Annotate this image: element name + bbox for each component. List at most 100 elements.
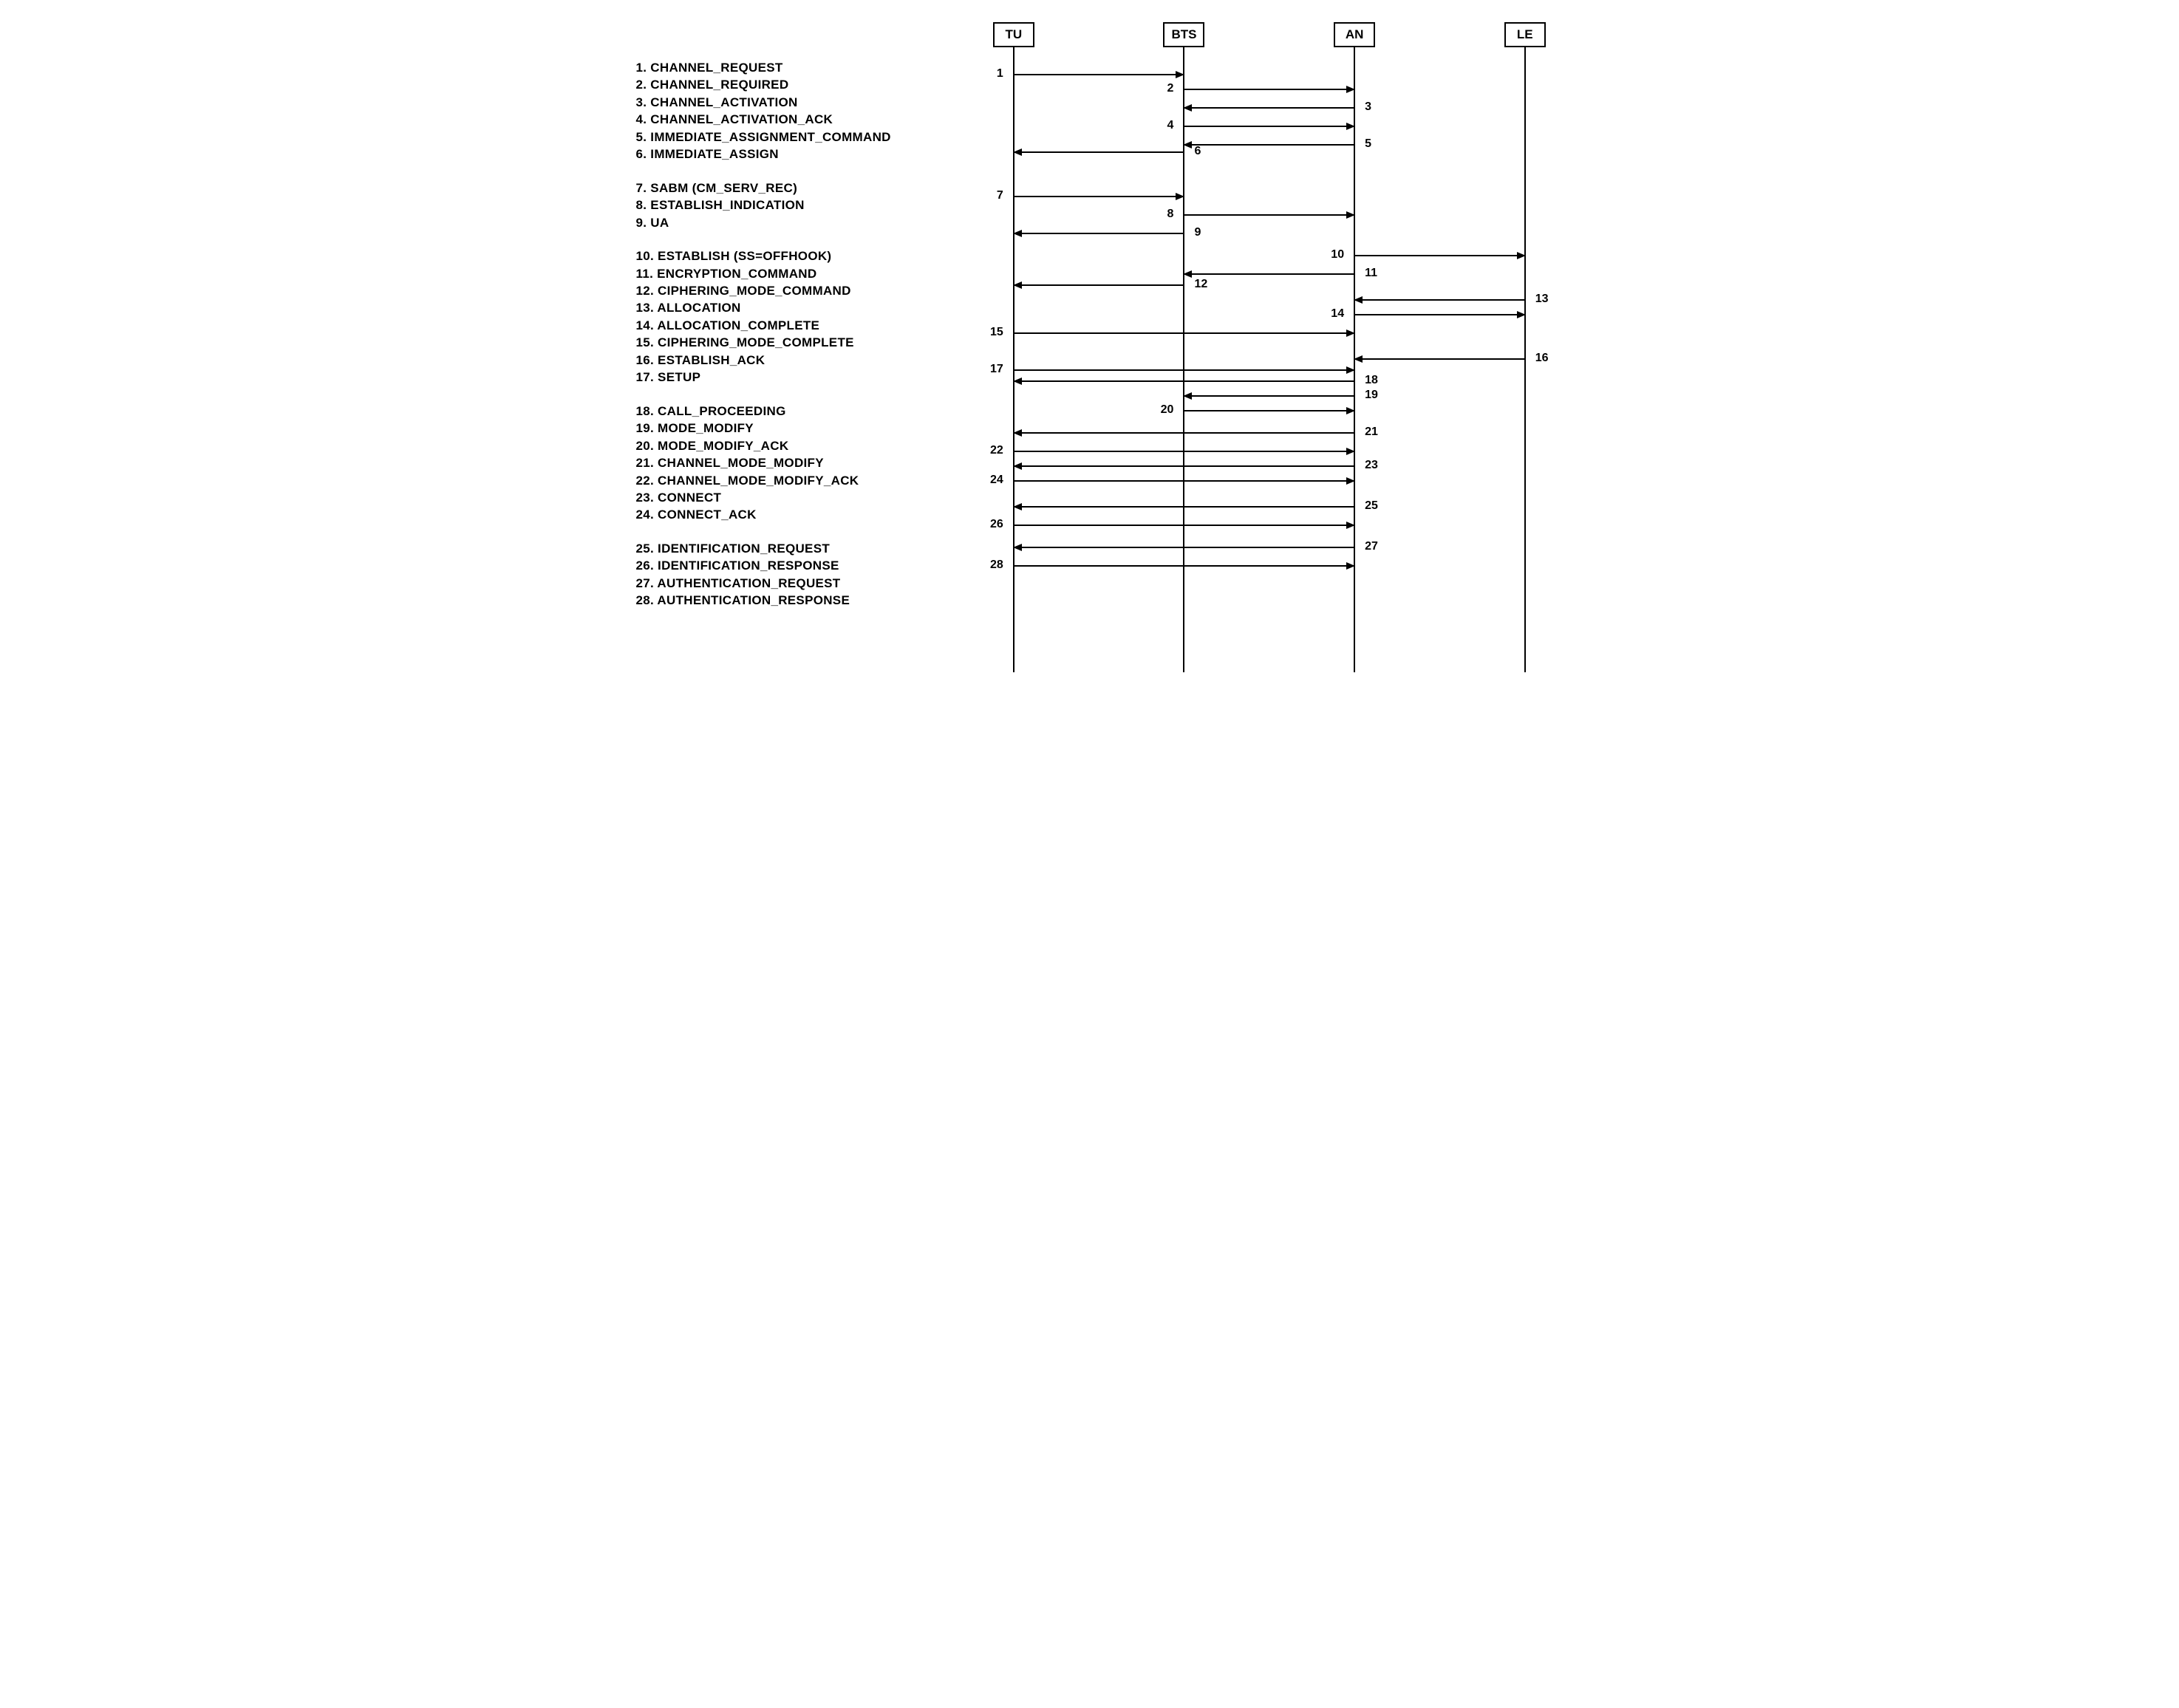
arrow-head-icon (1013, 230, 1022, 237)
message-number: 16 (1535, 352, 1549, 365)
message-number: 9 (1194, 226, 1201, 239)
message-arrow (1184, 107, 1354, 109)
message-arrow (1184, 395, 1354, 397)
message-arrow (1354, 358, 1525, 360)
message-number: 6 (1194, 145, 1201, 158)
arrow-head-icon (1346, 86, 1355, 93)
lifeline-line-le (1524, 47, 1526, 672)
message-number: 23 (1365, 459, 1378, 472)
arrow-head-icon (1183, 141, 1192, 148)
message-arrow (1184, 273, 1354, 275)
arrow-head-icon (1176, 193, 1184, 200)
legend-item: 18. CALL_PROCEEDING (636, 403, 980, 420)
legend-item: 13. ALLOCATION (636, 299, 980, 316)
legend-item: 9. UA (636, 214, 980, 231)
arrow-head-icon (1346, 211, 1355, 219)
message-number: 11 (1365, 267, 1377, 280)
legend-item: 11. ENCRYPTION_COMMAND (636, 265, 980, 282)
arrow-head-icon (1346, 329, 1355, 337)
message-arrow (1014, 332, 1354, 334)
message-arrow (1014, 432, 1354, 434)
message-arrow (1014, 380, 1354, 382)
message-number: 1 (997, 67, 1003, 81)
message-arrow (1354, 314, 1525, 315)
message-number: 13 (1535, 293, 1549, 306)
message-arrow (1184, 144, 1354, 146)
message-arrow (1014, 151, 1184, 153)
arrow-head-icon (1346, 562, 1355, 570)
legend-item: 22. CHANNEL_MODE_MODIFY_ACK (636, 472, 980, 489)
legend-item: 8. ESTABLISH_INDICATION (636, 197, 980, 214)
message-number: 18 (1365, 374, 1378, 387)
legend-item: 14. ALLOCATION_COMPLETE (636, 317, 980, 334)
lifeline-header-bts: BTS (1163, 22, 1204, 47)
message-arrow (1014, 547, 1354, 548)
arrow-head-icon (1346, 448, 1355, 455)
message-number: 5 (1365, 137, 1371, 151)
message-number: 15 (990, 326, 1003, 339)
arrow-head-icon (1013, 429, 1022, 437)
message-arrow (1014, 525, 1354, 526)
message-number: 8 (1167, 208, 1174, 221)
message-arrow (1014, 196, 1184, 197)
legend-item: 17. SETUP (636, 369, 980, 386)
arrow-head-icon (1346, 522, 1355, 529)
legend-item: 15. CIPHERING_MODE_COMPLETE (636, 334, 980, 351)
legend-item: 6. IMMEDIATE_ASSIGN (636, 146, 980, 163)
arrow-head-icon (1517, 311, 1526, 318)
message-arrow (1354, 255, 1525, 256)
arrow-head-icon (1346, 123, 1355, 130)
lifeline-header-tu: TU (993, 22, 1034, 47)
message-arrow (1014, 369, 1354, 371)
lifeline-header-an: AN (1334, 22, 1375, 47)
message-number: 19 (1365, 389, 1378, 402)
message-arrow (1354, 299, 1525, 301)
arrow-head-icon (1346, 477, 1355, 485)
message-arrow (1014, 565, 1354, 567)
legend-item: 1. CHANNEL_REQUEST (636, 59, 980, 76)
legend-item: 19. MODE_MODIFY (636, 420, 980, 437)
message-arrow (1184, 410, 1354, 411)
legend-item: 27. AUTHENTICATION_REQUEST (636, 575, 980, 592)
message-arrow (1014, 506, 1354, 508)
message-number: 28 (990, 558, 1003, 572)
arrow-head-icon (1183, 104, 1192, 112)
arrow-head-icon (1013, 462, 1022, 470)
arrow-head-icon (1354, 296, 1363, 304)
legend-item: 20. MODE_MODIFY_ACK (636, 437, 980, 454)
legend-item: 24. CONNECT_ACK (636, 506, 980, 523)
message-number: 12 (1194, 278, 1207, 291)
legend-group: 18. CALL_PROCEEDING19. MODE_MODIFY20. MO… (636, 403, 980, 524)
arrow-head-icon (1013, 281, 1022, 289)
arrow-head-icon (1183, 270, 1192, 278)
page: 1. CHANNEL_REQUEST2. CHANNEL_REQUIRED3. … (617, 0, 1563, 702)
message-arrow (1014, 284, 1184, 286)
arrow-head-icon (1183, 392, 1192, 400)
arrow-head-icon (1013, 544, 1022, 551)
arrow-head-icon (1013, 503, 1022, 510)
message-arrow (1184, 126, 1354, 127)
lifeline-line-tu (1013, 47, 1015, 672)
legend-item: 28. AUTHENTICATION_RESPONSE (636, 592, 980, 609)
sequence-diagram: TUBTSANLE1234567891011121314151617181920… (980, 22, 1548, 672)
legend-item: 10. ESTABLISH (SS=OFFHOOK) (636, 247, 980, 264)
arrow-head-icon (1346, 366, 1355, 374)
legend-item: 4. CHANNEL_ACTIVATION_ACK (636, 111, 980, 128)
legend-item: 5. IMMEDIATE_ASSIGNMENT_COMMAND (636, 129, 980, 146)
legend-item: 25. IDENTIFICATION_REQUEST (636, 540, 980, 557)
arrow-head-icon (1346, 407, 1355, 414)
message-number: 27 (1365, 540, 1378, 553)
message-number: 14 (1331, 307, 1344, 321)
arrow-head-icon (1176, 71, 1184, 78)
message-number: 25 (1365, 499, 1378, 513)
legend-group: 25. IDENTIFICATION_REQUEST26. IDENTIFICA… (636, 540, 980, 609)
message-number: 17 (990, 363, 1003, 376)
message-number: 24 (990, 474, 1003, 487)
legend-item: 2. CHANNEL_REQUIRED (636, 76, 980, 93)
message-number: 10 (1331, 248, 1344, 262)
legend-item: 23. CONNECT (636, 489, 980, 506)
arrow-head-icon (1013, 378, 1022, 385)
message-arrow (1014, 451, 1354, 452)
message-legend: 1. CHANNEL_REQUEST2. CHANNEL_REQUIRED3. … (632, 22, 980, 626)
message-number: 4 (1167, 119, 1174, 132)
